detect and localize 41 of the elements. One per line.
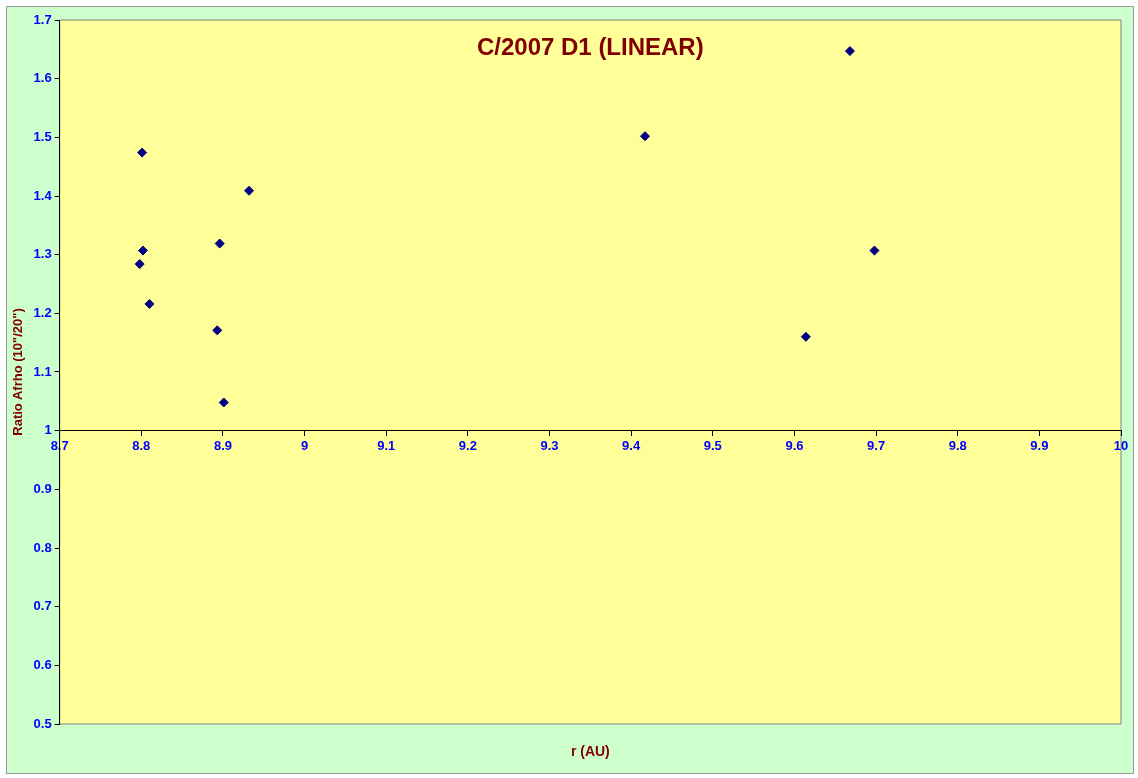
x-tick-label: 9.5: [703, 438, 722, 454]
text: C/2007 D1 (LINEAR): [476, 32, 704, 60]
point: [218, 397, 229, 408]
y-tick-label: 1: [44, 422, 52, 438]
point: [212, 325, 223, 336]
y-tick-label: 0.5: [33, 715, 52, 731]
x-tick-label: 9.7: [867, 438, 886, 454]
x-axis-title: r (AU): [570, 742, 610, 759]
y-tick-label: 1.3: [33, 246, 52, 262]
x-tick-label: 8.8: [132, 438, 151, 454]
y-tick-label: 1.1: [33, 363, 52, 379]
point: [144, 298, 155, 309]
point: [137, 147, 148, 158]
x-tick-label: 10: [1113, 438, 1129, 454]
y-tick-label: 1.7: [33, 11, 52, 27]
point: [800, 331, 811, 342]
y-tick-label: 1.4: [33, 187, 53, 203]
y-tick-label: 0.7: [33, 598, 52, 614]
x-tick-label: 9.4: [622, 438, 641, 454]
point: [869, 245, 880, 256]
y-tick-label: 1.2: [33, 304, 52, 320]
y-tick-label: 0.8: [33, 539, 52, 555]
y-tick-label: 1.6: [33, 70, 52, 86]
point: [844, 46, 855, 57]
x-tick-label: 9.8: [948, 438, 967, 454]
x-tick-label: 9: [300, 438, 309, 454]
x-tick-label: 8.9: [213, 438, 232, 454]
y-axis-title: Ratio Afrho (10"/20"): [10, 308, 26, 436]
y-tick-label: 1.5: [33, 128, 52, 144]
x-tick-label: 9.2: [458, 438, 477, 454]
x-tick-label: 9.3: [540, 438, 559, 454]
point: [640, 131, 651, 142]
point: [134, 259, 145, 270]
y-tick-label: 0.6: [33, 656, 52, 672]
point: [214, 238, 225, 249]
point: [244, 185, 255, 196]
x-tick-label: 9.9: [1030, 438, 1049, 454]
point: [137, 245, 148, 256]
x-tick-label: 9.1: [377, 438, 396, 454]
x-tick-label: 9.6: [785, 438, 804, 454]
y-tick-label: 0.9: [33, 480, 52, 496]
